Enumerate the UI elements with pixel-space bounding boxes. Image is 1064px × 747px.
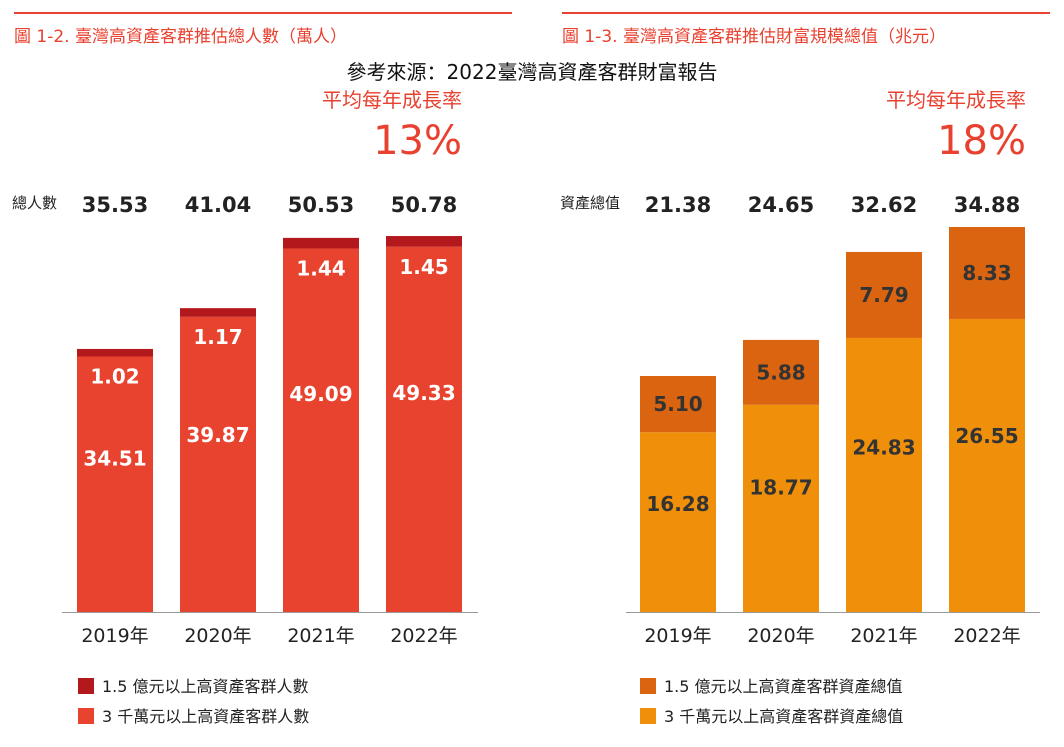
people-growth-value: 13% [373, 118, 462, 164]
people-growth-label: 平均每年成長率 [322, 88, 462, 112]
people-category-label: 2020年 [184, 625, 251, 647]
people-total-value: 50.53 [288, 193, 354, 217]
wealth-bar-top-segment [743, 339, 819, 405]
wealth-total-value: 32.62 [851, 193, 917, 217]
right-chart-wealth: 平均每年成長率 18% 資產總值 21.38 16.28 5.10 2019年 24.65 18… [560, 88, 1040, 726]
people-category-label: 2019年 [81, 625, 148, 647]
wealth-legend-swatch [640, 708, 656, 724]
people-category-label: 2021年 [287, 625, 354, 647]
wealth-legend-label: 3 千萬元以上高資產客群資產總值 [664, 707, 903, 726]
people-category-label: 2022年 [390, 625, 457, 647]
people-bar-base-segment [283, 248, 359, 612]
people-base-value-label: 49.09 [289, 382, 352, 406]
people-bar-base-segment [180, 316, 256, 612]
people-total-value: 35.53 [82, 193, 148, 217]
people-total-value: 41.04 [185, 193, 251, 217]
wealth-total-value: 34.88 [954, 193, 1020, 217]
people-bar-top-segment [77, 348, 153, 357]
left-figure-title: 圖 1-2. 臺灣高資產客群推估總人數（萬人） [14, 27, 347, 47]
people-legend-swatch [78, 708, 94, 724]
wealth-bar-top-segment [846, 251, 922, 338]
wealth-total-value: 21.38 [645, 193, 711, 217]
wealth-category-label: 2021年 [850, 625, 917, 647]
wealth-top-value-label: 5.88 [756, 360, 805, 384]
people-bar-base-segment [77, 356, 153, 612]
left-figure-title-rule: 圖 1-2. 臺灣高資產客群推估總人數（萬人） [14, 12, 512, 48]
people-base-value-label: 34.51 [83, 447, 146, 471]
wealth-base-value-label: 18.77 [749, 476, 812, 500]
left-chart-people: 平均每年成長率 13% 總人數 35.53 34.51 1.02 2019年 41.04 39.… [12, 88, 478, 726]
wealth-growth-value: 18% [937, 118, 1026, 164]
wealth-base-value-label: 16.28 [646, 492, 709, 516]
wealth-total-row-label: 資產總值 [560, 194, 620, 212]
wealth-category-label: 2019年 [644, 625, 711, 647]
wealth-bar-top-segment [949, 227, 1025, 319]
people-total-row-label: 總人數 [12, 194, 57, 212]
people-bar-top-segment [283, 237, 359, 249]
people-top-value-label: 1.02 [90, 364, 139, 388]
wealth-top-value-label: 7.79 [859, 283, 908, 307]
people-total-value: 50.78 [391, 193, 457, 217]
wealth-bar-base-segment [846, 337, 922, 612]
people-top-value-label: 1.45 [399, 255, 448, 279]
people-bar-base-segment [386, 246, 462, 613]
wealth-legend-label: 1.5 億元以上高資產客群資產總值 [664, 677, 903, 696]
wealth-top-value-label: 5.10 [653, 392, 702, 416]
people-bar-top-segment [180, 308, 256, 317]
wealth-bar-base-segment [640, 432, 716, 612]
wealth-legend-swatch [640, 678, 656, 694]
people-top-value-label: 1.44 [296, 257, 345, 281]
people-legend-label: 1.5 億元以上高資產客群人數 [102, 677, 309, 696]
wealth-base-value-label: 24.83 [852, 436, 915, 460]
right-figure-title: 圖 1-3. 臺灣高資產客群推估財富規模總值（兆元） [562, 27, 946, 47]
right-figure-title-rule: 圖 1-3. 臺灣高資產客群推估財富規模總值（兆元） [562, 12, 1050, 48]
wealth-base-value-label: 26.55 [955, 424, 1018, 448]
source-note: 參考來源：2022臺灣高資產客群財富報告 [346, 60, 718, 84]
wealth-category-label: 2020年 [747, 625, 814, 647]
wealth-growth-label: 平均每年成長率 [886, 88, 1026, 112]
people-base-value-label: 49.33 [392, 381, 455, 405]
people-legend-label: 3 千萬元以上高資產客群人數 [102, 707, 309, 726]
people-top-value-label: 1.17 [193, 325, 242, 349]
people-legend-swatch [78, 678, 94, 694]
people-bar-top-segment [386, 236, 462, 247]
wealth-bar-top-segment [640, 376, 716, 433]
wealth-top-value-label: 8.33 [962, 261, 1011, 285]
wealth-bar-base-segment [949, 318, 1025, 612]
people-base-value-label: 39.87 [186, 423, 249, 447]
wealth-bar-base-segment [743, 404, 819, 612]
wealth-category-label: 2022年 [953, 625, 1020, 647]
wealth-total-value: 24.65 [748, 193, 814, 217]
